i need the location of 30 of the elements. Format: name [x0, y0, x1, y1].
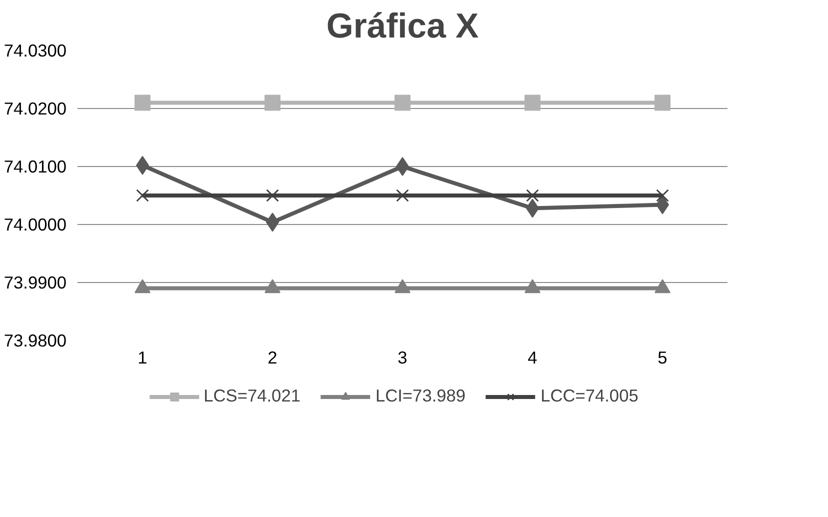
point [136, 189, 149, 202]
point [524, 279, 540, 294]
point [134, 279, 150, 294]
y-tick-label: 74.0100 [4, 156, 67, 176]
x-tick-label: 2 [268, 348, 278, 368]
legend-label: LCS=74.021 [204, 386, 300, 406]
y-tick-label: 73.9900 [4, 272, 67, 292]
point [394, 279, 410, 294]
point [654, 94, 670, 111]
x-tick-label: 5 [658, 348, 668, 368]
x-tick-label: 1 [138, 348, 148, 368]
x-tick-label: 3 [398, 348, 408, 368]
legend-label: LCC=74.005 [540, 386, 638, 406]
point [654, 279, 670, 294]
point [264, 94, 280, 111]
y-tick-label: 74.0000 [4, 214, 67, 234]
point [266, 189, 279, 202]
point [656, 189, 669, 202]
y-tick-label: 73.9800 [4, 330, 67, 350]
point [134, 94, 150, 111]
y-tick-label: 74.0300 [4, 40, 67, 60]
point [264, 279, 280, 294]
point [394, 94, 410, 111]
legend-label: LCI=73.989 [375, 386, 466, 406]
x-tick-label: 4 [528, 348, 538, 368]
point [526, 189, 539, 202]
chart-title: Gráfica X [326, 8, 479, 46]
y-tick-label: 74.0200 [4, 98, 67, 118]
point [524, 94, 540, 111]
point [396, 189, 409, 202]
